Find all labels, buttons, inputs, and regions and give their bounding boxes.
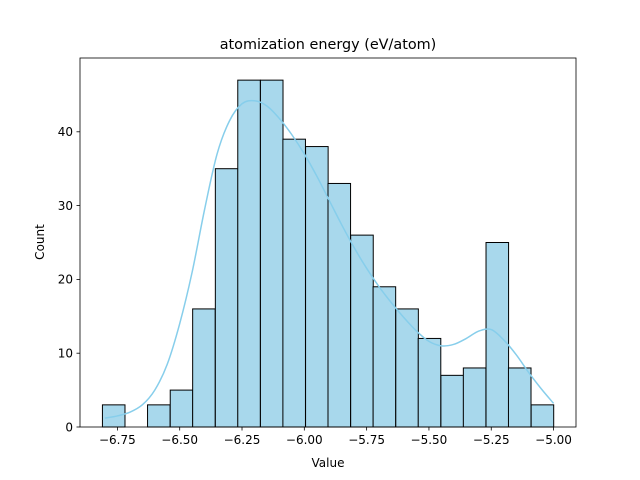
x-axis-label: Value	[312, 456, 345, 470]
histogram-bar-4	[192, 308, 216, 428]
kde-curve	[104, 99, 555, 419]
histogram-bar-17	[485, 242, 510, 428]
histogram-bar-12	[372, 286, 397, 428]
plot-area	[79, 57, 577, 428]
x-tick-label: −5.50	[411, 433, 448, 447]
x-tick-label: −6.25	[224, 433, 261, 447]
x-axis: −6.75 −6.50 −6.25 −6.00 −5.75 −5.50 −5.25 −5.00	[99, 427, 572, 447]
x-tick-label: −5.00	[535, 433, 572, 447]
histogram-bar-7	[259, 79, 284, 428]
histogram-bar-9	[305, 146, 329, 428]
x-tick-label: −6.00	[286, 433, 323, 447]
histogram-bar-15	[440, 374, 464, 428]
y-axis: 0 10 20 30 40	[58, 125, 80, 434]
histogram-bar-2	[147, 404, 171, 428]
histogram-bar-8	[282, 138, 306, 428]
x-tick-label: −6.75	[99, 433, 136, 447]
y-tick-label: 30	[58, 199, 73, 213]
histogram-bar-3	[169, 389, 194, 428]
axes-frame	[79, 57, 577, 428]
histogram-bar-18	[507, 367, 532, 428]
histogram-bar-19	[530, 404, 555, 428]
y-tick-label: 20	[58, 273, 73, 287]
chart-title: atomization energy (eV/atom)	[220, 37, 437, 53]
y-tick-label: 40	[58, 125, 73, 139]
histogram-bar-13	[395, 308, 419, 428]
histogram-bar-14	[417, 337, 442, 428]
y-axis-label: Count	[33, 224, 47, 260]
bars-group	[101, 79, 555, 428]
x-tick-label: −6.50	[161, 433, 198, 447]
histogram-bar-6	[237, 79, 261, 428]
histogram-bar-5	[214, 168, 239, 428]
x-tick-label: −5.25	[473, 433, 510, 447]
y-tick-label: 10	[58, 347, 73, 361]
histogram-bar-16	[462, 367, 487, 428]
histogram-bar-11	[350, 234, 374, 428]
y-tick-label: 0	[65, 420, 73, 434]
x-tick-label: −5.75	[348, 433, 385, 447]
